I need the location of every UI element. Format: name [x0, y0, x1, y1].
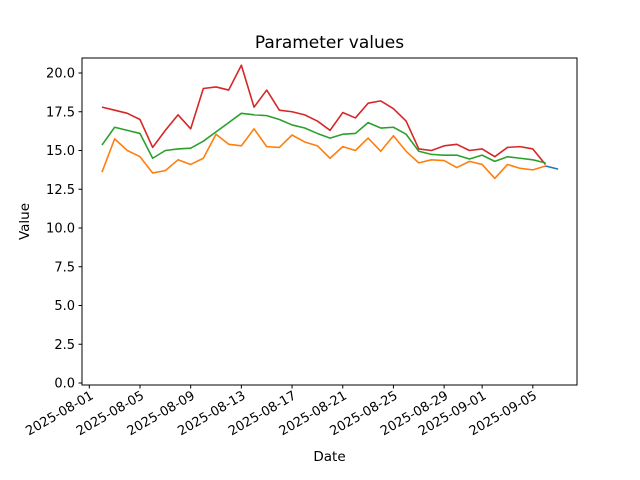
y-tick-label: 17.5: [46, 105, 75, 120]
y-tick-label: 5.0: [54, 299, 75, 314]
y-axis-label: Value: [17, 203, 33, 240]
y-tick-label: 15.0: [46, 144, 75, 159]
green-series-line: [101, 112, 546, 164]
orange-series-line: [101, 128, 546, 180]
y-tick-label: 12.5: [46, 183, 75, 198]
y-tick-label: 7.5: [54, 260, 75, 275]
y-tick-label: 0.0: [54, 377, 75, 392]
blue-series-line: [545, 165, 559, 170]
chart-title: Parameter values: [255, 33, 404, 53]
x-axis-label: Date: [313, 449, 345, 465]
y-tick-label: 2.5: [54, 338, 75, 353]
red-series-line: [101, 64, 547, 165]
axes-frame: [81, 57, 578, 386]
y-tick-label: 20.0: [46, 67, 75, 82]
y-tick-label: 10.0: [46, 222, 75, 237]
